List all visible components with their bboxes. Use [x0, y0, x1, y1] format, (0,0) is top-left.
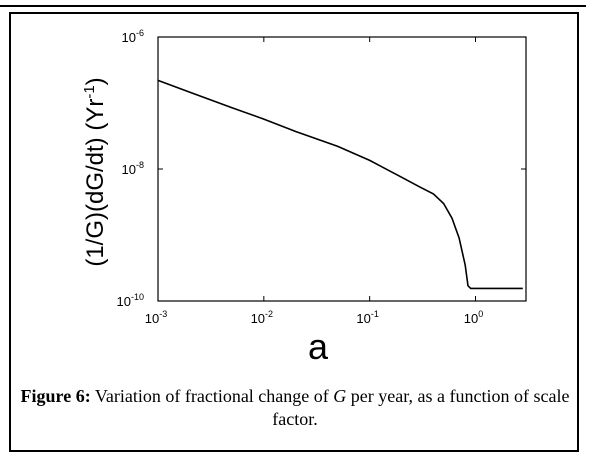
y-tick-label: 10-8 [122, 160, 144, 177]
x-axis-ticks: 10-3 10-2 10-1 100 [145, 37, 483, 326]
y-tick-label: 10-10 [117, 292, 144, 309]
caption-text-after: per year, as a function of scale factor. [272, 386, 570, 429]
x-tick-label: 10-1 [356, 309, 378, 326]
x-tick-label: 10-2 [251, 309, 273, 326]
y-axis-label: (1/G)(dG/dt) (Yr-1) [81, 77, 109, 266]
series-line [157, 79, 523, 290]
caption-label: Figure 6: [20, 386, 91, 406]
x-tick-label: 10-3 [145, 309, 167, 326]
caption-text-before: Variation of fractional change of [90, 386, 334, 406]
x-tick-label: 100 [464, 309, 483, 326]
y-tick-label: 10-6 [122, 28, 144, 45]
top-border-line [0, 0, 586, 7]
x-axis-label: a [308, 326, 329, 367]
y-axis-ticks: 10-6 10-8 10-10 [117, 28, 526, 309]
caption-symbol: G [333, 386, 347, 406]
plot-area [157, 36, 527, 302]
figure-caption: Figure 6: Variation of fractional change… [20, 385, 570, 431]
